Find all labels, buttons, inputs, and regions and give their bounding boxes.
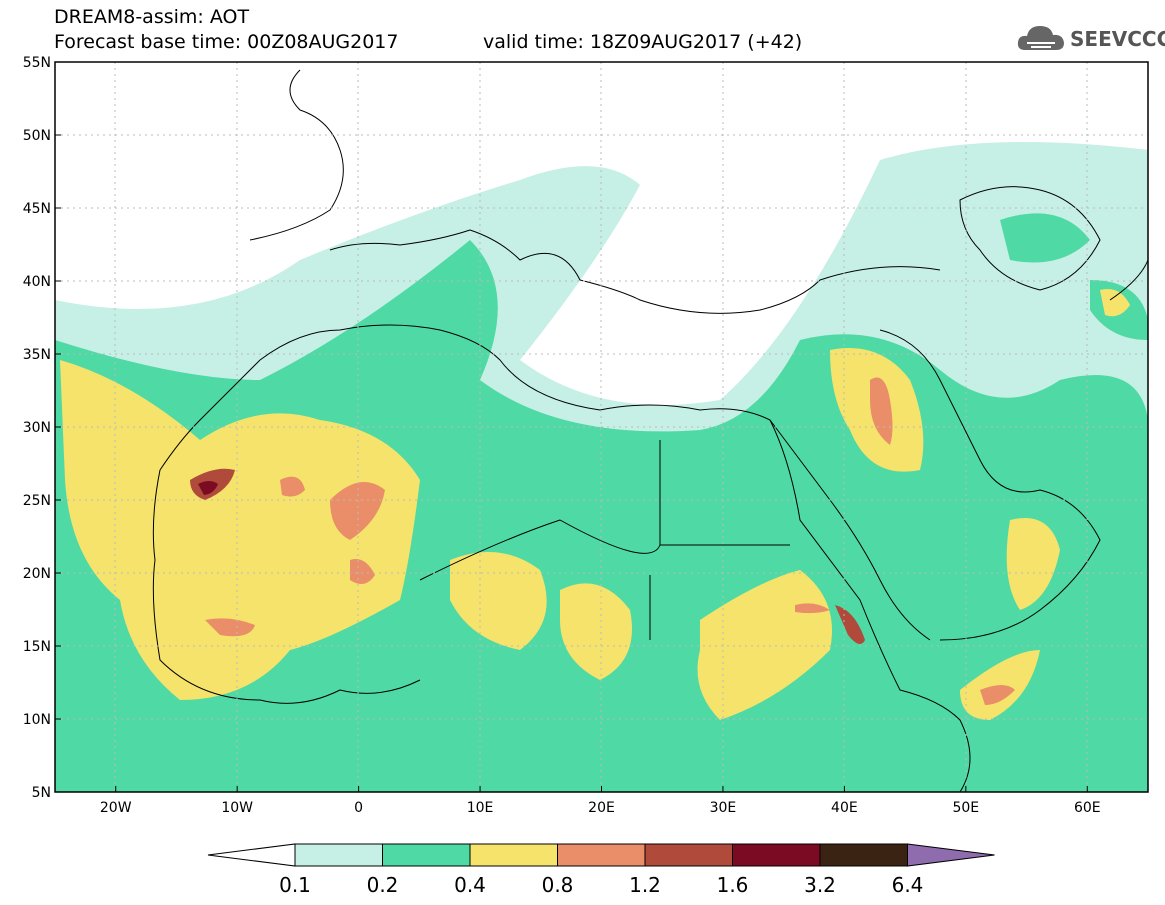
- colorbar-max-arrow: [907, 843, 995, 867]
- valid-time: valid time: 18Z09AUG2017 (+42): [483, 31, 803, 53]
- colorbar-label: 1.2: [629, 873, 661, 897]
- colorbar: 0.1 0.2 0.4 0.8 1.2 1.6 3.2 6.4: [207, 843, 995, 897]
- lon-label: 20E: [588, 800, 615, 816]
- lat-label: 5N: [32, 785, 51, 801]
- lat-label: 15N: [23, 639, 51, 655]
- lat-label: 20N: [23, 566, 51, 582]
- lon-label: 10E: [467, 800, 494, 816]
- colorbar-label: 0.4: [454, 873, 486, 897]
- colorbar-label: 0.2: [367, 873, 399, 897]
- lon-label: 0: [354, 800, 363, 816]
- colorbar-swatch: [819, 843, 908, 867]
- colorbar-label: 3.2: [804, 873, 836, 897]
- colorbar-label: 1.6: [717, 873, 749, 897]
- longitude-labels: 20W 10W 0 10E 20E 30E 40E 50E 60E: [100, 786, 1101, 816]
- lon-label: 40E: [831, 800, 858, 816]
- lat-label: 40N: [23, 274, 51, 290]
- lat-label: 25N: [23, 493, 51, 509]
- seevccc-logo: SEEVCCC: [1015, 20, 1165, 56]
- colorbar-swatch: [382, 843, 471, 867]
- lon-label: 60E: [1074, 800, 1101, 816]
- map-title: DREAM8-assim: AOT: [54, 6, 250, 28]
- lat-label: 55N: [23, 55, 51, 71]
- graticule: [55, 62, 1148, 792]
- lon-label: 50E: [952, 800, 979, 816]
- lat-label: 45N: [23, 201, 51, 217]
- colorbar-swatch: [644, 843, 733, 867]
- colorbar-label: 0.1: [279, 873, 311, 897]
- aot-map: 55N 50N 45N 40N 35N 30N 25N 20N 15N 10N 5N 20W 10W 0…: [23, 55, 1149, 816]
- lat-label: 35N: [23, 347, 51, 363]
- lon-label: 10W: [221, 800, 253, 816]
- colorbar-swatch: [294, 843, 383, 867]
- lat-label: 50N: [23, 128, 51, 144]
- lat-label: 10N: [23, 712, 51, 728]
- cloud-icon: [1017, 26, 1064, 50]
- lat-label: 30N: [23, 420, 51, 436]
- forecast-base-time: Forecast base time: 00Z08AUG2017: [54, 31, 399, 53]
- colorbar-label: 6.4: [892, 873, 924, 897]
- colorbar-swatch: [469, 843, 558, 867]
- colorbar-min-arrow: [207, 843, 296, 867]
- lon-label: 30E: [710, 800, 737, 816]
- colorbar-label: 0.8: [542, 873, 574, 897]
- colorbar-swatch: [557, 843, 646, 867]
- colorbar-swatch: [732, 843, 821, 867]
- lon-label: 20W: [100, 800, 132, 816]
- latitude-labels: 55N 50N 45N 40N 35N 30N 25N 20N 15N 10N 5N: [23, 55, 61, 801]
- logo-text: SEEVCCC: [1070, 27, 1165, 51]
